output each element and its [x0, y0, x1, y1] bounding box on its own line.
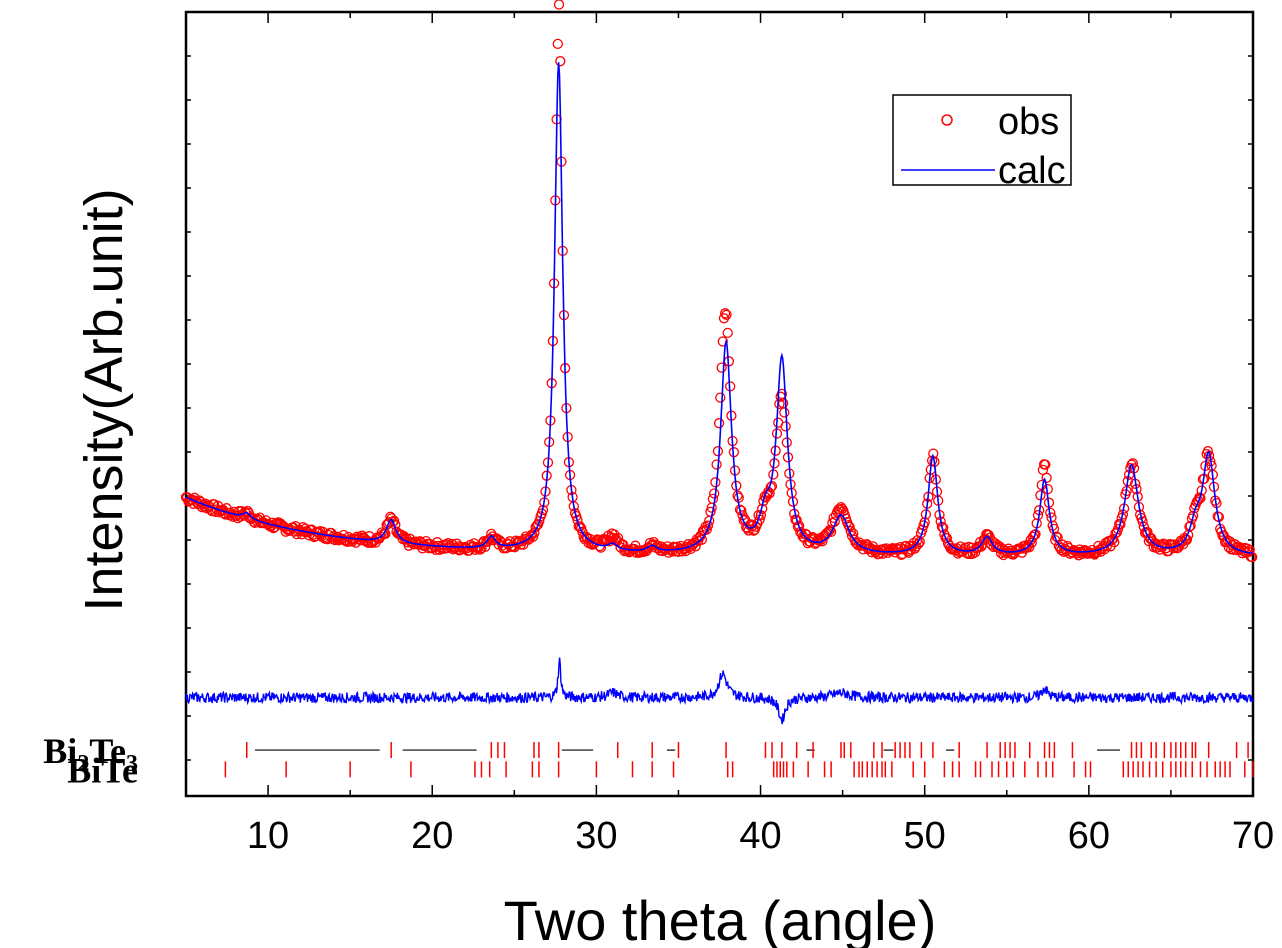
x-tick-label: 30	[575, 815, 617, 857]
phase-label-text: BiTe	[67, 750, 138, 790]
obs-point	[722, 327, 733, 339]
obs-point	[711, 459, 722, 470]
obs-point	[296, 529, 307, 540]
obs-point	[850, 537, 861, 548]
x-axis-label: Two theta (angle)	[504, 889, 937, 948]
obs-point	[644, 537, 656, 549]
x-tick-label: 40	[739, 815, 781, 857]
y-axis-label: Intensity(Arb.unit)	[74, 188, 134, 611]
phase-label-subscript: 3	[126, 751, 138, 777]
obs-point	[289, 526, 300, 537]
obs-point	[713, 418, 725, 429]
obs-point	[529, 527, 540, 538]
obs-point	[913, 538, 924, 550]
obs-point	[534, 515, 545, 527]
obs-point	[791, 514, 802, 526]
phase-label: Bi2Te3	[43, 731, 138, 777]
obs-point	[990, 541, 1002, 552]
obs-point	[1187, 510, 1199, 521]
obs-point	[716, 362, 727, 373]
obs-point	[712, 446, 724, 457]
obs-point	[574, 521, 586, 532]
obs-point	[572, 514, 583, 526]
obs-point	[941, 533, 953, 544]
plot-frame	[184, 10, 1255, 798]
reflection-markers	[224, 742, 1254, 778]
obs-point	[715, 392, 726, 403]
obs-point	[734, 504, 746, 515]
obs-point	[1174, 540, 1185, 551]
obs-point	[1138, 521, 1149, 532]
x-tick-label: 50	[904, 815, 946, 857]
obs-point	[970, 547, 981, 558]
obs-point	[329, 534, 341, 546]
x-tick-label: 10	[247, 815, 289, 857]
obs-point	[553, 0, 565, 10]
obs-point	[609, 529, 620, 540]
obs-point	[707, 493, 719, 505]
x-tick-label: 20	[411, 815, 453, 857]
x-tick-label: 60	[1068, 815, 1110, 857]
obs-point	[552, 38, 563, 50]
obs-point	[1244, 544, 1255, 556]
legend-obs-marker	[941, 114, 953, 126]
obs-point	[774, 398, 785, 410]
obs-point	[709, 488, 720, 499]
legend: obs calc	[892, 94, 1072, 192]
obs-point	[766, 480, 778, 492]
obs-point	[837, 503, 848, 514]
obs-point	[555, 56, 566, 67]
obs-point	[1185, 520, 1196, 532]
obs-point	[779, 407, 790, 418]
phase-label-text: Bi	[43, 731, 77, 771]
obs-point	[780, 421, 791, 432]
obs-point	[721, 309, 732, 320]
obs-series	[180, 0, 1258, 563]
calc-series-line	[185, 62, 1254, 555]
obs-point	[705, 506, 716, 517]
obs-point	[720, 308, 731, 319]
phase-label-subscript: 2	[77, 751, 89, 777]
obs-point	[710, 477, 721, 488]
obs-point	[1202, 446, 1214, 457]
x-axis-ticks	[185, 12, 1254, 796]
phase-label: BiTe	[67, 750, 138, 790]
phase-label-text: Te	[89, 731, 126, 771]
obs-point	[648, 536, 659, 548]
obs-point	[1040, 459, 1051, 470]
obs-point	[1030, 529, 1041, 540]
obs-point	[1115, 519, 1126, 530]
obs-point	[1137, 516, 1148, 527]
x-tick-label: 70	[1232, 815, 1274, 857]
obs-point	[411, 536, 422, 547]
obs-point	[387, 516, 398, 528]
legend-calc-label: calc	[998, 150, 1066, 192]
x-axis-tick-labels: 10 20 30 40 50 60 70	[247, 815, 1274, 857]
obs-point	[275, 518, 286, 529]
legend-obs-label: obs	[998, 101, 1059, 143]
obs-point	[382, 518, 394, 529]
axis-minor-ticks	[186, 55, 1253, 761]
obs-point	[717, 336, 728, 347]
difference-curve	[185, 657, 1254, 725]
obs-point	[1041, 472, 1052, 483]
